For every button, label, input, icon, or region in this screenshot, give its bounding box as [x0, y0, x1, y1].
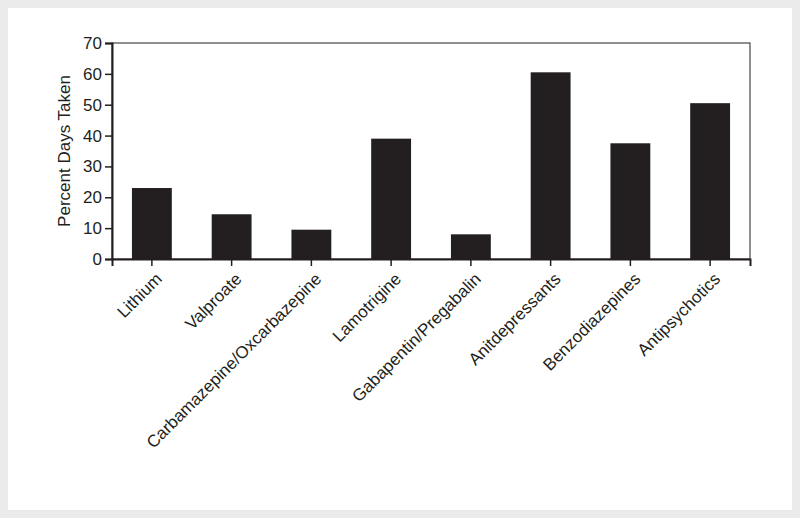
bar [291, 230, 331, 259]
y-tick-label: 30 [83, 157, 102, 176]
bar [531, 72, 571, 259]
y-tick: 30 [83, 157, 112, 176]
y-axis: 0 10 20 30 40 50 60 70 [83, 34, 112, 269]
x-tick-label: Carbamazepine/Oxcarbazepine [143, 269, 325, 451]
y-tick-label: 60 [83, 65, 102, 84]
y-tick-mark [105, 104, 112, 106]
bar [371, 139, 411, 259]
y-axis-line [105, 44, 113, 260]
x-tick: Carbamazepine/Oxcarbazepine [143, 259, 325, 452]
x-axis-line [113, 260, 751, 267]
y-tick-mark [105, 43, 112, 45]
y-tick-mark [105, 197, 112, 199]
y-tick-mark [105, 259, 112, 261]
plot-frame [112, 43, 750, 259]
y-tick: 0 [93, 250, 112, 269]
x-tick: Antipsychotics [634, 259, 724, 360]
x-tick: Benzodiazepines [539, 259, 644, 374]
x-tick: Valproate [182, 259, 246, 333]
x-tick-mark [151, 259, 153, 266]
x-tick-label: Benzodiazepines [539, 269, 644, 374]
x-axis: Lithium ValproateCarbamazepine/Oxcarbazep… [113, 259, 751, 452]
y-tick: 70 [83, 34, 112, 53]
panel [8, 8, 792, 510]
x-tick-label: Antipsychotics [634, 269, 724, 359]
y-axis-title: Percent Days Taken [55, 75, 74, 227]
x-tick-mark [390, 259, 392, 266]
y-tick-label: 70 [83, 34, 102, 53]
chart: 0 10 20 30 40 50 60 70 Lithium ValproateCarbamaze… [0, 0, 800, 518]
y-tick-label: 20 [83, 188, 102, 207]
x-tick-mark [630, 259, 632, 266]
y-tick-mark [105, 228, 112, 230]
y-tick-label: 10 [83, 219, 102, 238]
x-tick: Gabapentin/Pregabalin [348, 259, 484, 406]
x-tick-mark [311, 259, 313, 266]
bar [212, 214, 252, 259]
y-tick-label: 40 [83, 127, 102, 146]
x-tick-label: Valproate [182, 269, 246, 333]
bars [132, 72, 730, 259]
x-tick-label: Lamotrigine [329, 269, 405, 345]
x-tick-mark [470, 259, 472, 266]
y-tick-label: 50 [83, 96, 102, 115]
y-tick: 60 [83, 65, 112, 84]
x-tick: Lamotrigine [329, 259, 405, 346]
y-tick: 50 [83, 96, 112, 115]
bar [132, 188, 172, 259]
bar [451, 234, 491, 259]
y-tick-label: 0 [93, 250, 102, 269]
plot: 0 10 20 30 40 50 60 70 Lithium ValproateCarbamaze… [83, 34, 750, 452]
x-tick-label: Gabapentin/Pregabalin [348, 269, 484, 405]
bar [610, 143, 650, 259]
y-tick: 20 [83, 188, 112, 207]
y-tick: 40 [83, 127, 112, 146]
y-tick-mark [105, 74, 112, 76]
x-tick-mark [231, 259, 233, 266]
bar [690, 103, 730, 259]
y-tick: 10 [83, 219, 112, 238]
x-tick-mark [709, 259, 711, 266]
x-tick-label: Lithium [114, 269, 166, 321]
x-tick: Lithium [114, 259, 166, 322]
y-tick-mark [105, 135, 112, 137]
x-tick-mark [550, 259, 552, 266]
y-tick-mark [105, 166, 112, 168]
